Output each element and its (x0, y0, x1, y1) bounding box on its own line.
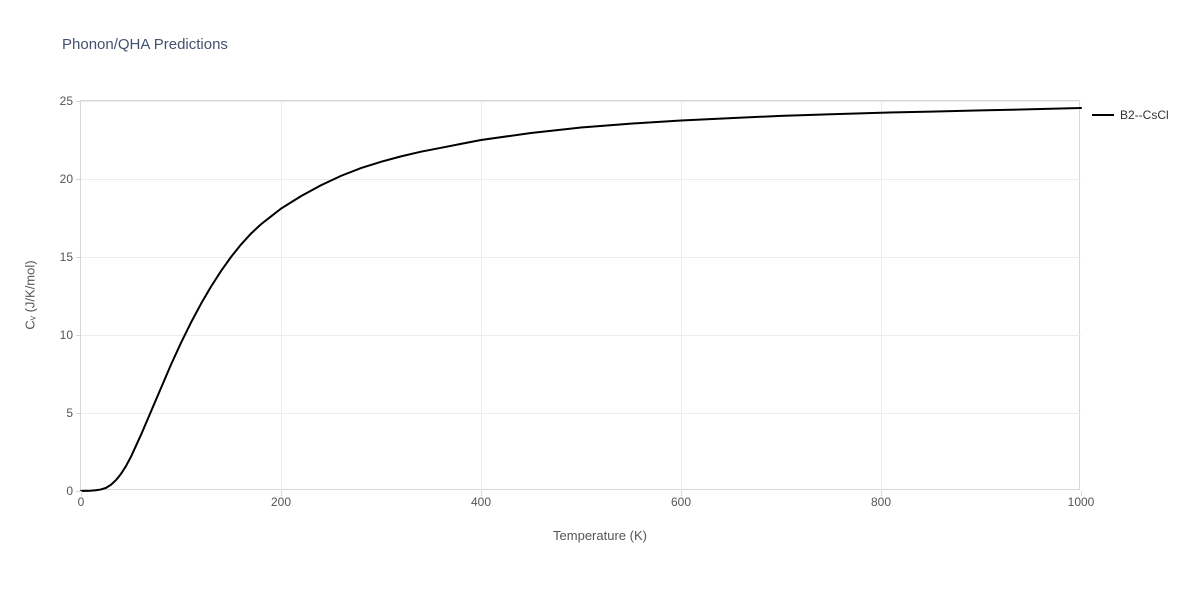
y-tick-mark (76, 335, 81, 336)
y-tick-label: 15 (60, 250, 73, 264)
series-layer (81, 101, 1081, 491)
y-tick-mark (76, 257, 81, 258)
y-tick-label: 10 (60, 328, 73, 342)
y-tick-label: 20 (60, 172, 73, 186)
x-tick-label: 600 (671, 495, 691, 509)
x-tick-label: 400 (471, 495, 491, 509)
legend-label-b2-cscl: B2--CsCl (1120, 108, 1169, 122)
x-tick-label: 0 (78, 495, 85, 509)
plot-area: 020040060080010000510152025 (80, 100, 1080, 490)
y-tick-label: 0 (66, 484, 73, 498)
legend-swatch-b2-cscl (1092, 114, 1114, 116)
y-tick-mark (76, 413, 81, 414)
x-tick-label: 200 (271, 495, 291, 509)
y-tick-mark (76, 101, 81, 102)
x-tick-label: 800 (871, 495, 891, 509)
x-axis-label: Temperature (K) (553, 528, 647, 543)
y-axis-label: Cᵥ (J/K/mol) (23, 260, 38, 329)
legend: B2--CsCl (1092, 108, 1169, 122)
y-tick-label: 5 (66, 406, 73, 420)
chart-title: Phonon/QHA Predictions (62, 36, 228, 53)
y-tick-mark (76, 179, 81, 180)
series-B2--CsCl (81, 108, 1081, 491)
chart-root: Phonon/QHA Predictions 02004006008001000… (0, 0, 1200, 600)
y-tick-mark (76, 491, 81, 492)
y-tick-label: 25 (60, 94, 73, 108)
x-tick-label: 1000 (1068, 495, 1095, 509)
